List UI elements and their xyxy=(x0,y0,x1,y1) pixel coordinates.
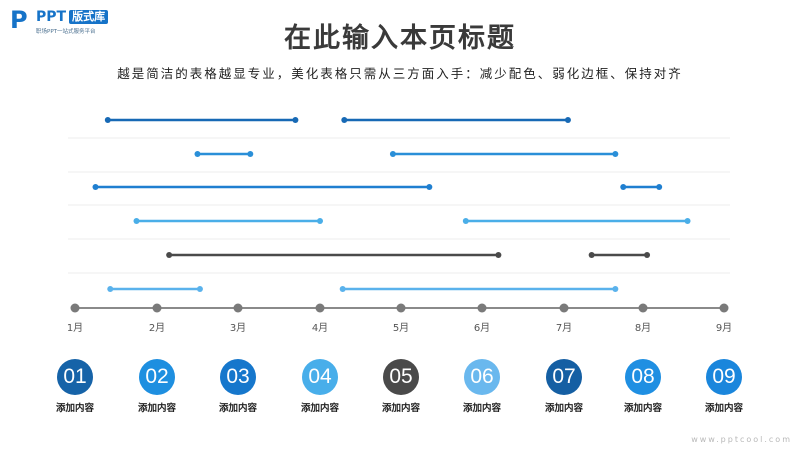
step-number: 07 xyxy=(546,359,582,395)
gantt-bar-start-dot xyxy=(341,117,348,123)
x-axis-tick-label: 5月 xyxy=(393,322,409,334)
step-number: 01 xyxy=(57,359,93,395)
x-axis-tick-label: 2月 xyxy=(149,322,165,334)
gantt-bar-end-dot xyxy=(495,252,502,258)
step-number: 06 xyxy=(464,359,500,395)
x-axis-tick-label: 8月 xyxy=(635,322,651,334)
step-label: 添加内容 xyxy=(544,403,583,414)
gantt-bar-start-dot xyxy=(133,218,140,224)
gantt-bar-end-dot xyxy=(644,252,651,258)
x-axis-tick-dot xyxy=(233,303,243,313)
x-axis-tick-dot xyxy=(477,303,487,313)
step-badge: 08 添加内容 xyxy=(603,359,683,414)
x-axis-tick-label: 6月 xyxy=(474,322,490,334)
x-axis-tick-label: 4月 xyxy=(312,322,328,334)
gantt-bar-end-dot xyxy=(196,286,203,292)
x-axis-tick-label: 9月 xyxy=(716,322,732,334)
step-number: 04 xyxy=(302,359,338,395)
gantt-bar-start-dot xyxy=(389,151,396,157)
page-subtitle: 越是简洁的表格越显专业，美化表格只需从三方面入手：减少配色、弱化边框、保持对齐 xyxy=(117,66,683,81)
gantt-bar-start-dot xyxy=(92,184,99,190)
step-number: 09 xyxy=(706,359,742,395)
gantt-bar-end-dot xyxy=(656,184,663,190)
gantt-bar-start-dot xyxy=(194,151,201,157)
step-label: 添加内容 xyxy=(55,403,94,414)
step-badge: 04 添加内容 xyxy=(280,359,360,414)
gantt-bar-start-dot xyxy=(104,117,111,123)
gantt-bar-end-dot xyxy=(612,286,619,292)
gantt-bar-start-dot xyxy=(620,184,627,190)
step-badge: 01 添加内容 xyxy=(35,359,115,414)
step-label: 添加内容 xyxy=(462,403,501,414)
gantt-bar-end-dot xyxy=(247,151,254,157)
x-axis-tick-label: 7月 xyxy=(556,322,572,334)
gantt-bar-start-dot xyxy=(339,286,346,292)
step-label: 添加内容 xyxy=(218,403,257,414)
x-axis-tick-dot xyxy=(638,303,648,313)
gantt-bar-start-dot xyxy=(462,218,469,224)
step-label: 添加内容 xyxy=(300,403,339,414)
step-badge: 07 添加内容 xyxy=(524,359,604,414)
x-axis-tick-dot xyxy=(315,303,325,313)
logo-title-text: PPT xyxy=(36,9,67,25)
step-number: 08 xyxy=(625,359,661,395)
x-axis-tick-dot xyxy=(559,303,569,313)
gantt-bar-start-dot xyxy=(107,286,114,292)
step-badge: 03 添加内容 xyxy=(198,359,278,414)
x-axis-tick-label: 3月 xyxy=(230,322,246,334)
step-badge: 02 添加内容 xyxy=(117,359,197,414)
logo-mark-icon: P xyxy=(10,6,28,34)
gantt-bar-end-dot xyxy=(426,184,433,190)
step-number: 02 xyxy=(139,359,175,395)
page-title: 在此输入本页标题 xyxy=(284,23,516,54)
watermark: www.pptcool.com xyxy=(691,435,792,444)
step-number: 03 xyxy=(220,359,256,395)
gantt-bar-end-dot xyxy=(292,117,299,123)
x-axis-tick-dot xyxy=(719,303,729,313)
logo[interactable]: P PPT 版式库 职场PPT一站式服务平台 xyxy=(10,8,150,36)
step-badge: 06 添加内容 xyxy=(442,359,522,414)
gantt-bar-end-dot xyxy=(317,218,323,224)
logo-title: PPT 版式库 xyxy=(36,9,109,25)
step-label: 添加内容 xyxy=(623,403,662,414)
x-axis-tick-dot xyxy=(152,303,162,313)
gantt-bar-end-dot xyxy=(564,117,571,123)
step-badge: 09 添加内容 xyxy=(684,359,764,414)
step-badge: 05 添加内容 xyxy=(361,359,441,414)
gantt-bar-end-dot xyxy=(684,218,691,224)
step-label: 添加内容 xyxy=(137,403,176,414)
logo-subtitle: 职场PPT一站式服务平台 xyxy=(36,29,96,35)
x-axis-tick-label: 1月 xyxy=(67,322,83,334)
gantt-bar-end-dot xyxy=(612,151,619,157)
gantt-bar-start-dot xyxy=(588,252,595,258)
x-axis-tick-dot xyxy=(396,303,406,313)
step-label: 添加内容 xyxy=(381,403,420,414)
logo-badge: 版式库 xyxy=(69,10,109,24)
x-axis-tick-dot xyxy=(70,303,80,313)
gantt-bar-start-dot xyxy=(166,252,173,258)
step-label: 添加内容 xyxy=(704,403,743,414)
step-number: 05 xyxy=(383,359,419,395)
